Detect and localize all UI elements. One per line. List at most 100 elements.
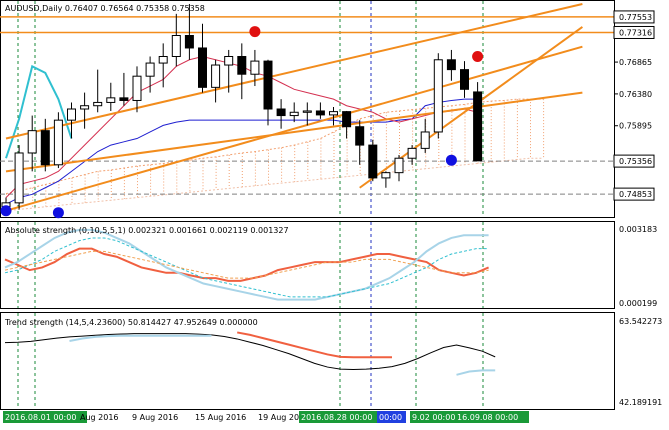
bear-candle-body: [368, 144, 378, 179]
absolute-strength-series-2: [4, 228, 489, 301]
candle[interactable]: [407, 145, 417, 165]
price-axis-label: 0.76865: [619, 58, 652, 67]
candle[interactable]: [198, 23, 207, 93]
price-axis-label: 0.74853: [619, 190, 652, 199]
bull-candle-body: [250, 60, 260, 75]
trend-strength-series-2: [69, 334, 212, 342]
time-tag: [299, 411, 383, 423]
candle[interactable]: [342, 110, 352, 139]
kumo-upper-line: [5, 98, 544, 195]
trend-strength-max-label: 63.542273: [619, 317, 662, 326]
bull-candle-body: [407, 147, 417, 159]
time-tag: [455, 411, 529, 423]
candle[interactable]: [211, 59, 221, 103]
bear-candle-body: [473, 91, 483, 162]
bull-candle-body: [14, 152, 24, 204]
candle[interactable]: [106, 82, 116, 111]
candle[interactable]: [27, 115, 37, 172]
chikou-span-line: [5, 64, 73, 159]
trend-strength-panel[interactable]: [0, 312, 615, 410]
candle[interactable]: [40, 118, 50, 172]
candle[interactable]: [276, 99, 286, 129]
candle[interactable]: [446, 49, 456, 81]
absolute-strength-panel[interactable]: [0, 221, 615, 309]
candle[interactable]: [224, 49, 234, 93]
main-chart-panel[interactable]: [0, 0, 615, 218]
bull-candle-body: [433, 59, 443, 133]
candle[interactable]: [237, 43, 247, 100]
candle[interactable]: [132, 66, 142, 113]
bear-candle-body: [119, 97, 129, 101]
time-axis-label: 2016.08.28 00:00: [301, 413, 372, 422]
bear-candle-body: [40, 130, 50, 166]
candle[interactable]: [80, 92, 90, 129]
bull-candle-body: [53, 119, 63, 166]
bull-candle-body: [381, 172, 391, 179]
bull-candle-body: [211, 64, 221, 88]
candle[interactable]: [53, 112, 63, 169]
sell-signal-dot[interactable]: [249, 26, 261, 38]
time-tag: [377, 411, 406, 423]
candle[interactable]: [315, 102, 325, 119]
candle[interactable]: [460, 61, 469, 98]
candle[interactable]: [355, 120, 365, 165]
candle[interactable]: [171, 13, 181, 67]
price-tag: [613, 10, 655, 24]
time-tag: [410, 411, 464, 423]
bull-candle-body: [329, 111, 338, 116]
bull-candle-body: [145, 62, 155, 77]
candle[interactable]: [14, 145, 24, 210]
time-axis-label: 19 Aug 20: [258, 413, 299, 422]
price-axis-label: 0.77553: [619, 13, 652, 22]
candle[interactable]: [184, 4, 194, 60]
candle[interactable]: [289, 102, 299, 123]
candle[interactable]: [394, 154, 404, 182]
candle[interactable]: [119, 72, 129, 106]
price-axis-label: 0.75895: [619, 122, 652, 131]
bull-candle-body: [289, 111, 299, 117]
bear-candle-body: [342, 111, 352, 128]
trendline[interactable]: [5, 91, 583, 173]
candle[interactable]: [67, 102, 76, 139]
candle[interactable]: [263, 59, 273, 126]
kumo-lower-line: [5, 157, 544, 212]
bull-candle-body: [132, 75, 142, 101]
time-axis-label: 9 Aug 2016: [132, 413, 178, 422]
kijun-sen-line: [5, 98, 478, 205]
trendline[interactable]: [5, 3, 583, 140]
buy-signal-dot[interactable]: [445, 154, 457, 166]
sell-signal-dot[interactable]: [472, 51, 484, 62]
chart-symbol-title: AUDUSD,Daily 0.76407 0.76564 0.75358 0.7…: [5, 4, 205, 13]
candle[interactable]: [368, 139, 378, 182]
candle[interactable]: [329, 107, 338, 126]
candle[interactable]: [158, 43, 168, 88]
trend-strength-series-1: [4, 333, 496, 371]
candle[interactable]: [145, 56, 155, 93]
price-tag: [613, 25, 655, 39]
candle[interactable]: [420, 118, 430, 153]
candle[interactable]: [433, 53, 443, 139]
trendline[interactable]: [5, 45, 583, 212]
trendline[interactable]: [359, 26, 583, 189]
candle[interactable]: [381, 171, 391, 188]
price-tag: [613, 187, 655, 201]
absolute-strength-title: Absolute strength (0,10,5,5,1) 0.002321 …: [5, 226, 289, 235]
bear-candle-body: [446, 59, 456, 71]
bull-candle-body: [224, 56, 234, 66]
trend-strength-series-4: [456, 369, 496, 376]
bear-candle-body: [276, 108, 286, 117]
bull-candle-body: [420, 131, 430, 149]
bear-candle-body: [355, 126, 365, 146]
candle[interactable]: [250, 49, 260, 87]
bull-candle-body: [394, 157, 404, 174]
candle[interactable]: [93, 69, 103, 113]
buy-signal-dot[interactable]: [52, 207, 64, 219]
absolute-strength-max-label: 0.003183: [619, 225, 657, 234]
candle[interactable]: [473, 82, 483, 162]
candle[interactable]: [302, 102, 312, 126]
trend-strength-series-3: [237, 331, 392, 359]
absolute-strength-series-4: [4, 250, 489, 279]
time-axis-label: 00:00: [379, 413, 402, 422]
buy-signal-dot[interactable]: [0, 205, 12, 217]
